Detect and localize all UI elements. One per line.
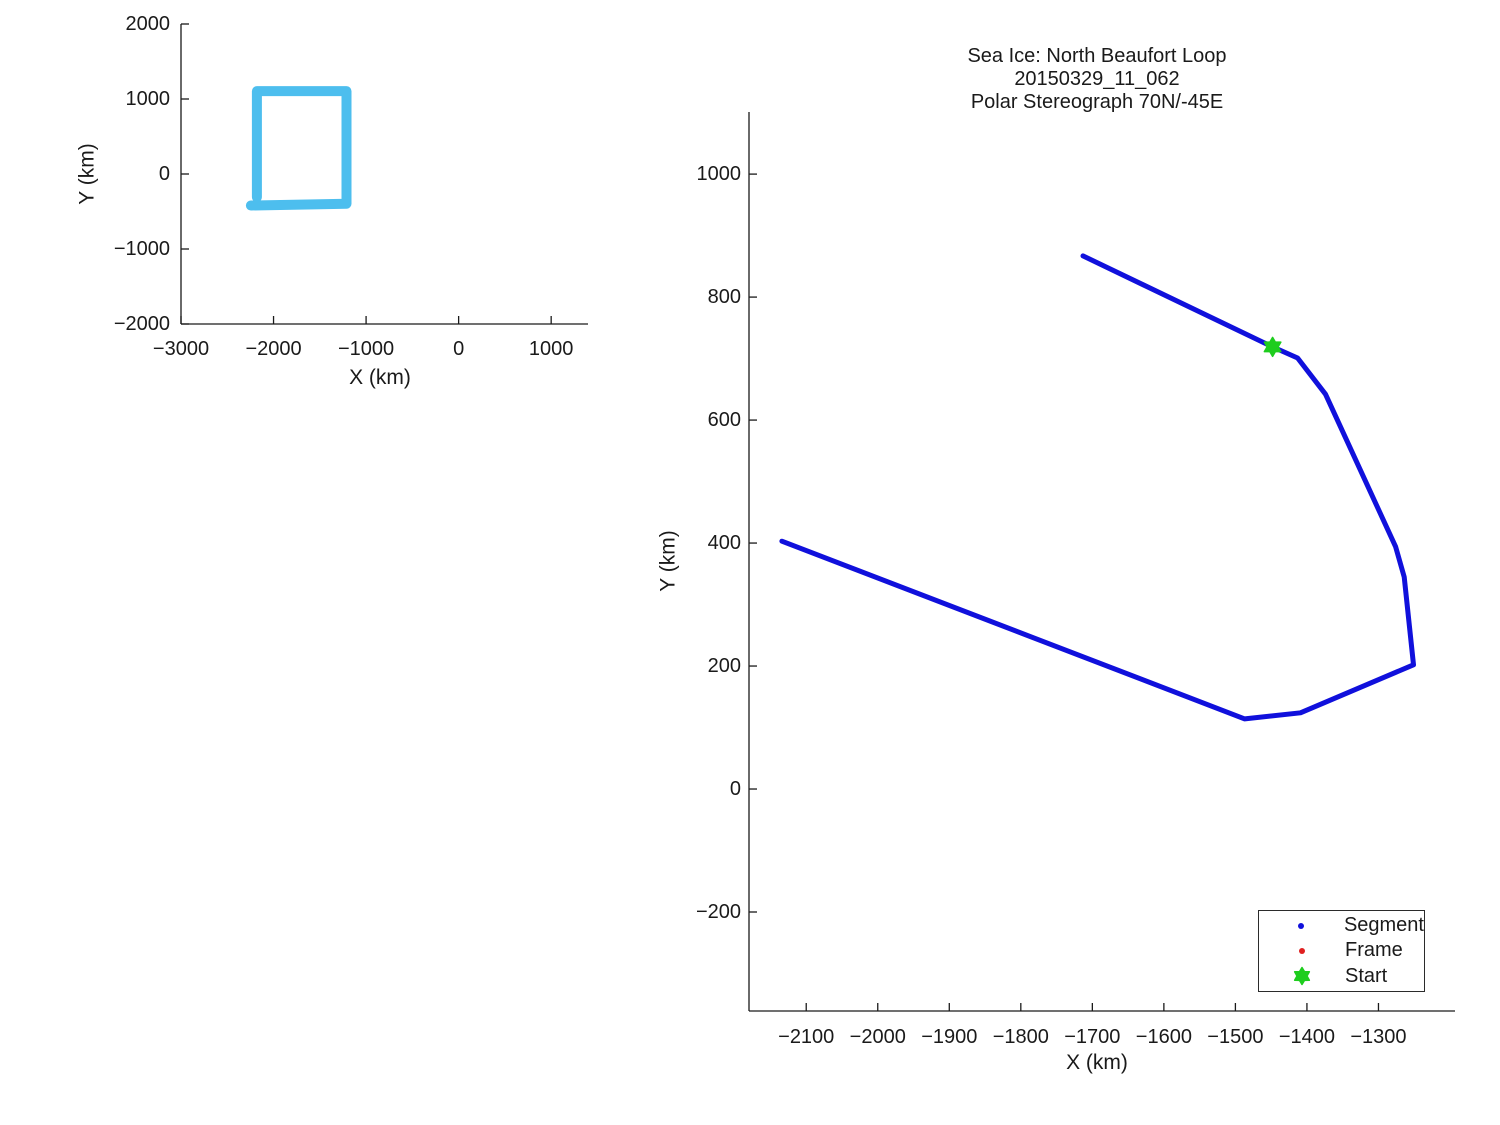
legend-box: Segment Frame Start <box>1258 910 1425 992</box>
main-plot-title-line2: 20150329_11_062 <box>1014 68 1180 90</box>
y-tick-label: 0 <box>729 778 741 801</box>
legend-item-start: Start <box>1259 964 1424 988</box>
legend-label-segment: Segment <box>1343 914 1424 937</box>
y-tick-label: 1000 <box>125 88 171 110</box>
x-tick-label: −1300 <box>1350 1026 1407 1048</box>
start-marker <box>1263 336 1282 358</box>
y-tick-label: 1000 <box>696 163 742 186</box>
legend-item-segment: Segment <box>1259 914 1424 938</box>
loop-region-outline-path <box>245 86 352 211</box>
y-tick-label: 0 <box>158 163 170 185</box>
x-tick-label: 1000 <box>528 338 574 360</box>
y-tick-label: −1000 <box>113 238 170 260</box>
legend-label-start: Start <box>1345 964 1388 987</box>
y-tick-label: 2000 <box>125 13 171 35</box>
x-tick-label: −1000 <box>337 338 395 360</box>
frame-dot-icon <box>1259 940 1345 962</box>
x-tick-label: −1700 <box>1064 1026 1121 1048</box>
main-plot-title-line1: Sea Ice: North Beaufort Loop <box>967 45 1227 67</box>
x-tick-label: −1900 <box>921 1026 978 1048</box>
x-tick-label: −2100 <box>778 1026 835 1048</box>
segment-dot-icon <box>1259 915 1344 937</box>
start-star-icon <box>1259 965 1345 987</box>
main-plot-title-line3: Polar Stereograph 70N/-45E <box>970 91 1224 113</box>
y-tick-label: 800 <box>707 286 741 309</box>
y-tick-label: −200 <box>695 900 741 923</box>
x-tick-label: −3000 <box>152 338 210 360</box>
overview-xlabel: X (km) <box>349 366 411 389</box>
overview-ylabel: Y (km) <box>75 143 99 205</box>
x-tick-label: −1600 <box>1135 1026 1192 1048</box>
y-tick-label: 200 <box>707 655 741 678</box>
legend-label-frame: Frame <box>1345 939 1403 962</box>
main-ylabel: Y (km) <box>656 530 680 592</box>
x-tick-label: −1500 <box>1207 1026 1264 1048</box>
main-xlabel: X (km) <box>1066 1051 1128 1074</box>
x-tick-label: 0 <box>453 338 465 360</box>
trajectory-plot <box>748 112 1455 1012</box>
legend-item-frame: Frame <box>1259 939 1424 963</box>
x-tick-label: −1800 <box>992 1026 1049 1048</box>
overview-map <box>180 23 588 325</box>
y-tick-label: −2000 <box>113 313 170 335</box>
y-tick-label: 600 <box>707 409 741 432</box>
x-tick-label: −2000 <box>849 1026 906 1048</box>
y-tick-label: 400 <box>707 532 741 555</box>
x-tick-label: −2000 <box>245 338 302 360</box>
x-tick-label: −1400 <box>1278 1026 1336 1048</box>
segment-path <box>779 253 1416 722</box>
